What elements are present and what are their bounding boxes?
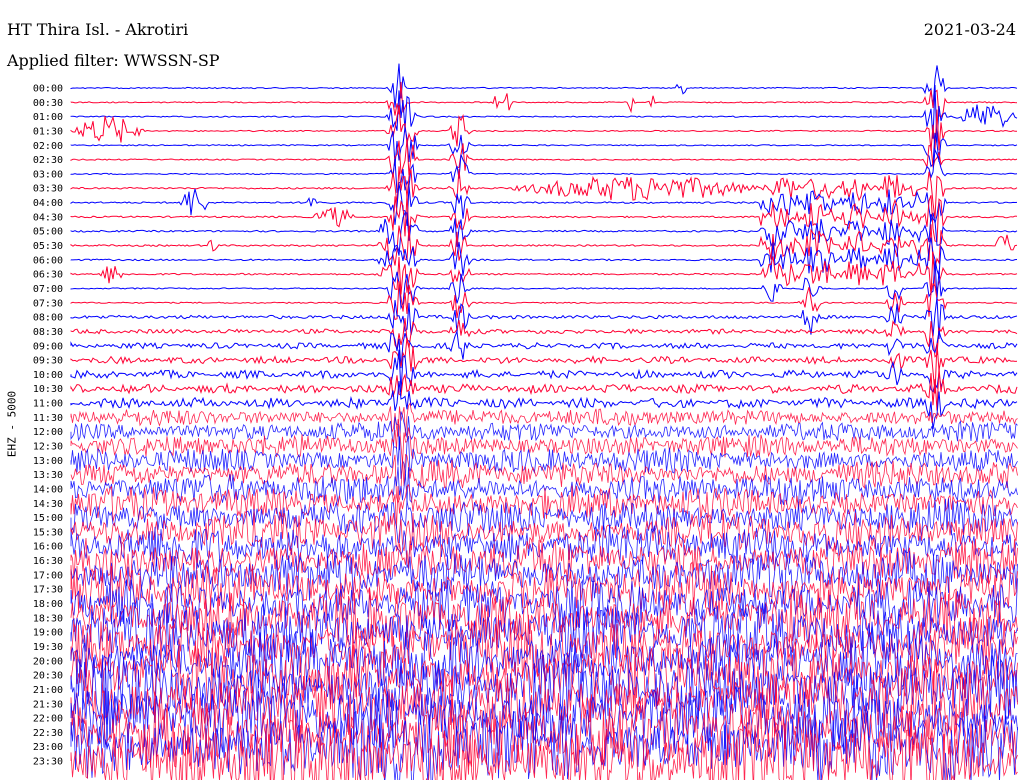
trace-row-2000 — [70, 626, 1018, 696]
trace-row-0700 — [70, 259, 1018, 310]
trace-row-0430 — [70, 194, 1018, 243]
trace-row-0100 — [70, 84, 1018, 145]
station-title: HT Thira Isl. - Akrotiri — [7, 20, 189, 39]
time-tick-label: 23:00 — [33, 742, 63, 753]
time-tick-label: 14:30 — [33, 499, 63, 510]
trace-row-0400 — [70, 183, 1018, 226]
trace-row-2200 — [70, 680, 1018, 755]
time-tick-label: 01:30 — [33, 126, 63, 137]
time-tick-label: 16:30 — [33, 556, 63, 567]
trace-row-0530 — [70, 224, 1018, 270]
trace-row-0500 — [70, 212, 1018, 256]
time-tick-label: 10:30 — [33, 384, 63, 395]
time-tick-label: 02:00 — [33, 141, 63, 152]
time-tick-label: 00:00 — [33, 84, 63, 95]
trace-row-1130 — [70, 402, 1018, 437]
time-tick-label: 15:00 — [33, 513, 63, 524]
time-tick-label: 05:00 — [33, 227, 63, 238]
time-tick-label: 06:30 — [33, 270, 63, 281]
trace-row-1600 — [70, 524, 1018, 569]
trace-row-1330 — [70, 453, 1018, 504]
time-tick-label: 15:30 — [33, 527, 63, 538]
time-tick-label: 18:30 — [33, 613, 63, 624]
time-tick-label: 22:30 — [33, 728, 63, 739]
time-tick-label: 02:30 — [33, 155, 63, 166]
trace-row-2100 — [70, 651, 1018, 727]
filter-label: Applied filter: WWSSN-SP — [7, 51, 220, 70]
trace-row-0730 — [70, 281, 1018, 321]
time-tick-label: 18:00 — [33, 599, 63, 610]
trace-row-0930 — [70, 337, 1018, 394]
trace-row-1000 — [70, 349, 1018, 393]
trace-row-1530 — [70, 511, 1018, 553]
trace-row-0300 — [70, 147, 1018, 193]
trace-row-1800 — [70, 576, 1018, 632]
time-tick-label: 11:30 — [33, 413, 63, 424]
trace-row-1230 — [70, 419, 1018, 464]
trace-row-1500 — [70, 498, 1018, 543]
time-tick-label: 19:30 — [33, 642, 63, 653]
time-tick-label: 06:00 — [33, 255, 63, 266]
time-tick-label: 11:00 — [33, 399, 63, 410]
time-tick-label: 07:30 — [33, 298, 63, 309]
trace-row-1030 — [70, 367, 1018, 411]
time-tick-label: 09:00 — [33, 341, 63, 352]
time-tick-label: 03:00 — [33, 169, 63, 180]
time-tick-label: 08:00 — [33, 313, 63, 324]
trace-row-1900 — [70, 602, 1018, 663]
trace-row-1630 — [70, 536, 1018, 585]
time-tick-label: 09:30 — [33, 356, 63, 367]
time-tick-label: 21:30 — [33, 699, 63, 710]
trace-row-1700 — [70, 549, 1018, 601]
time-tick-label: 07:00 — [33, 284, 63, 295]
time-tick-label: 03:30 — [33, 184, 63, 195]
time-tick-label: 00:30 — [33, 98, 63, 109]
trace-row-0200 — [70, 127, 1018, 168]
time-tick-label: 05:30 — [33, 241, 63, 252]
time-tick-label: 20:00 — [33, 656, 63, 667]
time-tick-label: 08:30 — [33, 327, 63, 338]
trace-row-1430 — [70, 483, 1018, 529]
time-tick-label: 22:00 — [33, 714, 63, 725]
trace-row-0000 — [70, 63, 1018, 108]
time-tick-label: 13:00 — [33, 456, 63, 467]
time-tick-label: 17:00 — [33, 570, 63, 581]
time-label-layer: 00:00 00:30 01:00 01:30 02:00 02:30 03:00 03:30… — [33, 84, 63, 768]
trace-row-0030 — [70, 81, 1018, 118]
time-tick-label: 04:00 — [33, 198, 63, 209]
trace-layer — [70, 63, 1018, 780]
time-tick-label: 10:00 — [33, 370, 63, 381]
trace-row-0600 — [70, 237, 1018, 276]
trace-row-0630 — [70, 251, 1018, 295]
trace-row-2330 — [70, 722, 1018, 780]
time-tick-label: 14:00 — [33, 484, 63, 495]
trace-row-0130 — [70, 105, 1017, 151]
trace-row-1300 — [70, 435, 1018, 479]
trace-row-0330 — [70, 166, 1018, 219]
time-tick-label: 23:30 — [33, 757, 63, 768]
time-tick-label: 21:00 — [33, 685, 63, 696]
trace-row-1100 — [70, 381, 1018, 430]
time-tick-label: 12:00 — [33, 427, 63, 438]
time-tick-label: 20:30 — [33, 671, 63, 682]
time-tick-label: 13:30 — [33, 470, 63, 481]
trace-row-0900 — [70, 329, 1018, 369]
time-tick-label: 01:00 — [33, 112, 63, 123]
time-tick-label: 12:30 — [33, 442, 63, 453]
time-tick-label: 19:00 — [33, 628, 63, 639]
trace-row-0230 — [70, 139, 1018, 176]
time-tick-label: 04:30 — [33, 212, 63, 223]
trace-row-1400 — [70, 466, 1018, 506]
time-tick-label: 17:30 — [33, 585, 63, 596]
trace-row-0830 — [70, 318, 1018, 358]
time-tick-label: 16:00 — [33, 542, 63, 553]
date-label: 2021-03-24 — [923, 20, 1016, 39]
trace-row-0800 — [70, 297, 1018, 340]
